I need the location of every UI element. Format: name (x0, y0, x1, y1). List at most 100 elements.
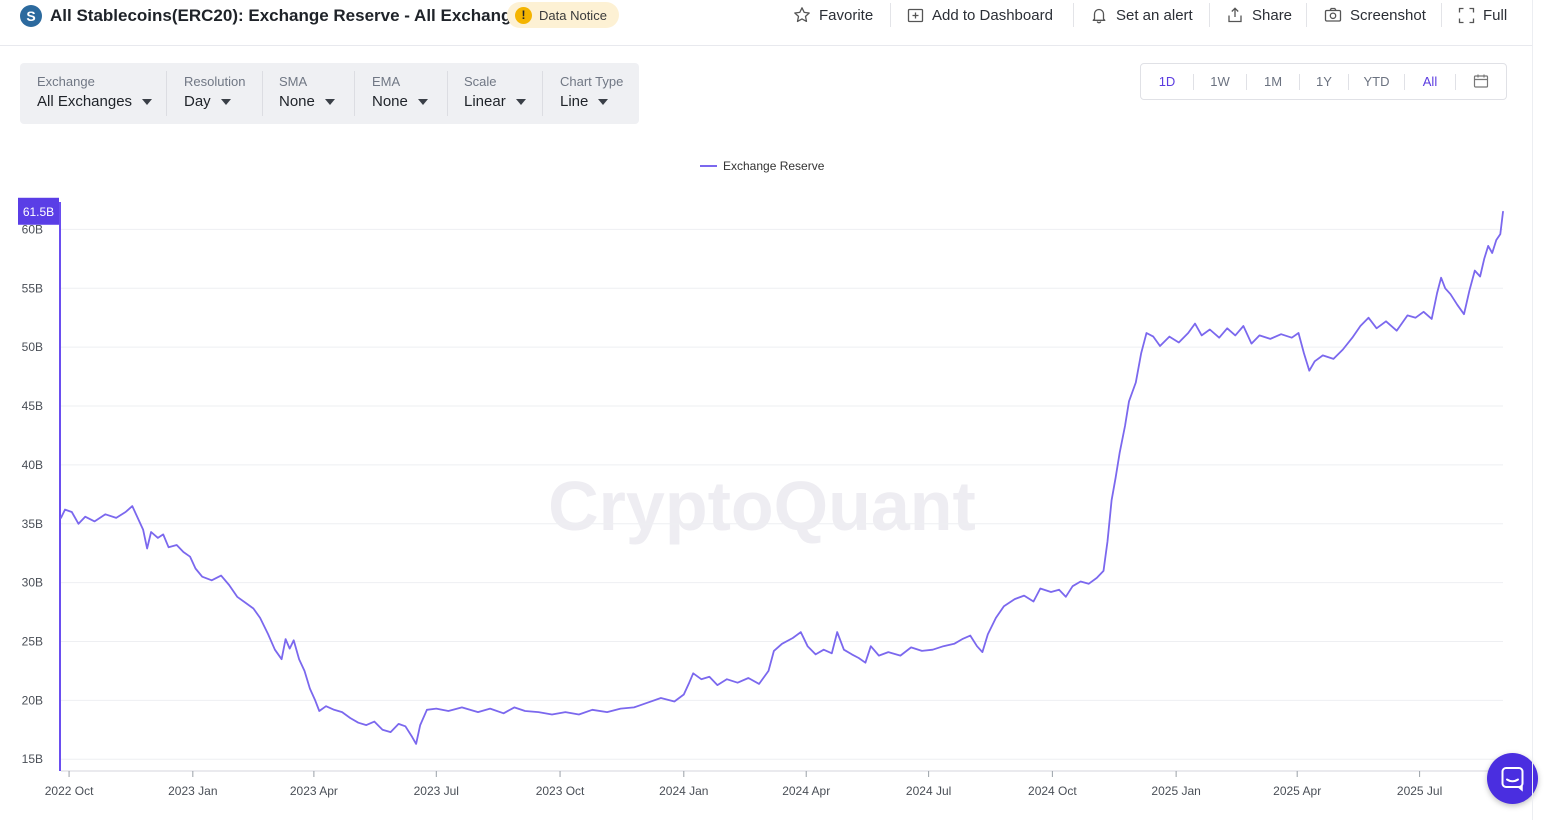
resolution-select-label: Resolution (184, 74, 246, 89)
screenshot-button[interactable]: Screenshot (1324, 0, 1426, 30)
star-icon (794, 7, 810, 23)
caret-down-icon (324, 99, 335, 105)
y-tick-label: 55B (22, 281, 43, 295)
divider (166, 71, 167, 116)
x-tick-label: 2025 Apr (1273, 784, 1321, 798)
set-alert-label: Set an alert (1116, 6, 1193, 24)
y-tick-label: 35B (22, 517, 43, 531)
warning-icon: ! (515, 6, 532, 24)
exchange-select-value: All Exchanges (37, 93, 133, 110)
share-button[interactable]: Share (1226, 0, 1292, 30)
scale-select-value: Linear (464, 93, 506, 110)
divider (1306, 3, 1307, 27)
caret-down-icon (417, 99, 428, 105)
chart-type-select-label: Chart Type (560, 74, 624, 89)
x-tick-label: 2024 Jan (659, 784, 708, 798)
fullscreen-button[interactable]: Full (1458, 0, 1507, 30)
x-tick-label: 2023 Apr (290, 784, 338, 798)
x-tick-label: 2023 Jan (168, 784, 217, 798)
dashboard-add-icon (907, 8, 924, 22)
legend-label: Exchange Reserve (723, 159, 825, 173)
camera-icon (1324, 7, 1342, 22)
fullscreen-icon (1458, 7, 1475, 23)
chart-header: S All Stablecoins(ERC20): Exchange Reser… (0, 0, 1533, 46)
y-tick-label: 60B (22, 222, 43, 236)
y-tick-label: 45B (22, 399, 43, 413)
exchange-reserve-line (60, 210, 1504, 745)
y-tick-label: 25B (22, 634, 43, 648)
sma-select-label: SMA (279, 74, 308, 89)
y-tick-label: 40B (22, 458, 43, 472)
add-to-dashboard-button[interactable]: Add to Dashboard (907, 0, 1053, 30)
chat-icon (1501, 767, 1524, 792)
x-tick-label: 2024 Apr (782, 784, 830, 798)
range-1m[interactable]: 1M (1263, 74, 1283, 89)
time-range-selector: 1D 1W 1M 1Y YTD All (1140, 63, 1507, 100)
y-tick-label: 30B (22, 576, 43, 590)
y-tick-label: 50B (22, 340, 43, 354)
x-tick-label: 2023 Oct (536, 784, 585, 798)
calendar-button[interactable] (1456, 64, 1506, 99)
bell-icon (1092, 8, 1106, 24)
share-label: Share (1252, 6, 1293, 24)
sma-select-value: None (279, 93, 315, 110)
resolution-select-value: Day (184, 93, 211, 110)
chart-legend[interactable]: Exchange Reserve (700, 159, 824, 173)
ema-select-label: EMA (372, 74, 401, 89)
range-ytd[interactable]: YTD (1363, 74, 1390, 89)
x-tick-label: 2023 Jul (414, 784, 459, 798)
stablecoin-logo-icon: S (20, 5, 42, 27)
divider (1404, 74, 1405, 90)
divider (447, 71, 448, 116)
divider (890, 3, 891, 27)
fullscreen-label: Full (1483, 6, 1508, 24)
set-alert-button[interactable]: Set an alert (1090, 0, 1193, 30)
y-tick-label: 15B (22, 752, 43, 766)
favorite-label: Favorite (819, 6, 874, 24)
page-title: All Stablecoins(ERC20): Exchange Reserve… (50, 6, 531, 25)
divider (1455, 74, 1456, 90)
caret-down-icon (220, 99, 231, 105)
favorite-button[interactable]: Favorite (793, 0, 873, 30)
divider (354, 71, 355, 116)
exchange-select-label: Exchange (37, 74, 95, 89)
range-1w[interactable]: 1W (1210, 74, 1230, 89)
chart-type-select-value: Line (560, 93, 589, 110)
data-notice-badge[interactable]: ! Data Notice (507, 2, 619, 28)
caret-down-icon (142, 99, 153, 105)
y-tick-label: 20B (22, 693, 43, 707)
scale-select-label: Scale (464, 74, 497, 89)
divider (1193, 74, 1194, 90)
caret-down-icon (515, 99, 526, 105)
chart-controls: Exchange All Exchanges Resolution Day SM… (20, 63, 639, 124)
caret-down-icon (598, 99, 609, 105)
calendar-icon (1473, 74, 1489, 88)
watermark: CryptoQuant (548, 467, 976, 545)
divider (1209, 3, 1210, 27)
share-icon (1228, 7, 1242, 23)
divider (1348, 74, 1349, 90)
x-tick-label: 2025 Jan (1151, 784, 1200, 798)
ema-select-value: None (372, 93, 408, 110)
divider (1299, 74, 1300, 90)
x-tick-label: 2022 Oct (45, 784, 94, 798)
current-value-badge (18, 197, 59, 225)
exchange-reserve-chart[interactable]: CryptoQuant 15B 20B 25B 30B 35B 40B 45B 50B 55B 6… (0, 190, 1533, 820)
divider (1441, 3, 1442, 27)
data-notice-label: Data Notice (539, 7, 607, 23)
divider (542, 71, 543, 116)
divider (1246, 74, 1247, 90)
chat-support-button[interactable] (1487, 753, 1538, 804)
legend-swatch (700, 165, 717, 167)
divider (262, 71, 263, 116)
current-value-label: 61.5B (23, 205, 54, 219)
x-tick-label: 2025 Jul (1397, 784, 1442, 798)
screenshot-label: Screenshot (1350, 6, 1426, 24)
range-1y[interactable]: 1Y (1316, 74, 1332, 89)
divider (1073, 3, 1074, 27)
x-tick-label: 2024 Jul (906, 784, 951, 798)
range-all[interactable]: All (1422, 74, 1438, 89)
panel-border (1532, 0, 1533, 820)
range-1d[interactable]: 1D (1158, 74, 1176, 89)
x-tick-label: 2024 Oct (1028, 784, 1077, 798)
